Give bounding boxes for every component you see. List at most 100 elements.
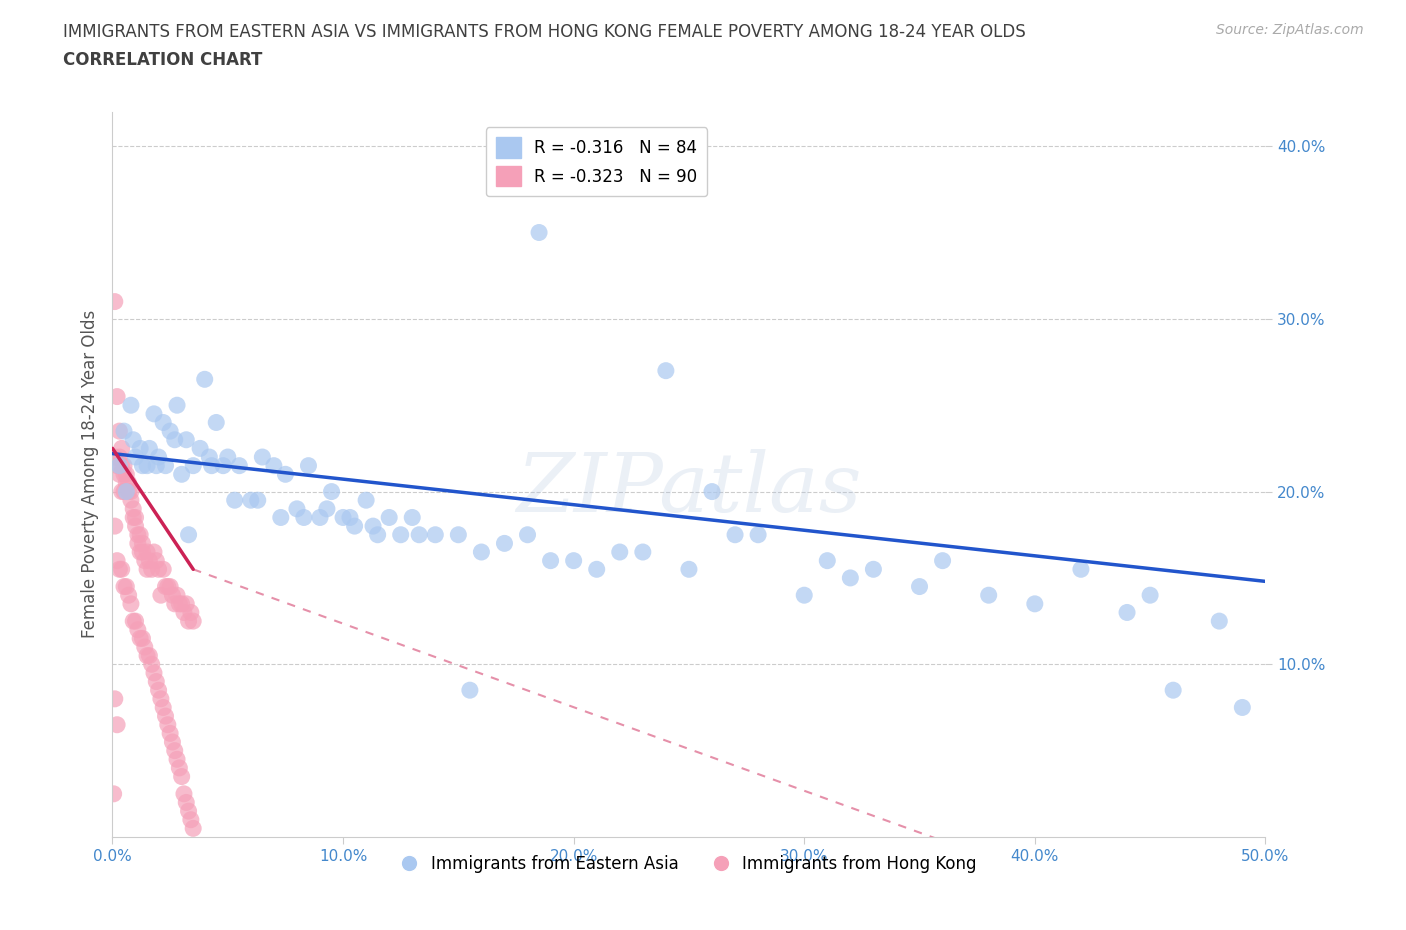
Point [108,562,131,577]
Point [112,485,135,499]
Legend: Immigrants from Eastern Asia, Immigrants from Hong Kong: Immigrants from Eastern Asia, Immigrants… [395,848,983,880]
Point [174,795,197,810]
Point [516,527,538,542]
Point [108,424,131,439]
Point [839,570,862,585]
Point [170,769,193,784]
Point [170,596,193,611]
Point [117,475,139,490]
Point [339,510,361,525]
Point [815,553,838,568]
Point [138,441,160,456]
Point [129,631,152,645]
Point [173,787,195,802]
Point [115,467,138,482]
Point [862,562,884,577]
Point [174,432,197,447]
Text: CORRELATION CHART: CORRELATION CHART [63,51,263,69]
Point [108,467,131,482]
Point [159,726,181,741]
Point [155,709,177,724]
Point [162,588,184,603]
Point [120,596,142,611]
Point [285,501,308,516]
Point [425,527,447,542]
Point [117,485,139,499]
Point [104,691,127,706]
Point [724,527,747,542]
Point [361,519,384,534]
Point [700,485,723,499]
Point [122,501,145,516]
Point [212,458,235,473]
Point [173,605,195,620]
Point [138,648,160,663]
Y-axis label: Female Poverty Among 18-24 Year Olds: Female Poverty Among 18-24 Year Olds [80,311,98,638]
Point [166,588,188,603]
Point [263,458,285,473]
Point [343,519,366,534]
Point [181,821,204,836]
Point [1070,562,1092,577]
Point [159,424,181,439]
Point [389,527,412,542]
Point [270,510,292,525]
Point [252,449,274,464]
Point [131,545,153,560]
Point [180,605,202,620]
Point [127,536,149,551]
Point [188,441,211,456]
Point [155,458,177,473]
Point [494,536,516,551]
Point [111,458,134,473]
Point [458,683,481,698]
Point [148,683,170,698]
Point [149,691,172,706]
Point [194,372,217,387]
Point [217,449,239,464]
Point [124,449,146,464]
Point [332,510,354,525]
Point [152,415,174,430]
Point [408,527,430,542]
Point [1139,588,1161,603]
Point [104,519,127,534]
Point [274,467,297,482]
Point [378,510,401,525]
Point [562,553,585,568]
Point [655,364,678,379]
Point [124,510,146,525]
Point [321,485,343,499]
Point [1208,614,1230,629]
Point [145,458,167,473]
Text: IMMIGRANTS FROM EASTERN ASIA VS IMMIGRANTS FROM HONG KONG FEMALE POVERTY AMONG 1: IMMIGRANTS FROM EASTERN ASIA VS IMMIGRAN… [63,23,1026,41]
Point [129,441,152,456]
Point [180,812,202,827]
Point [162,735,184,750]
Point [124,519,146,534]
Point [169,761,191,776]
Point [122,614,145,629]
Point [1116,605,1139,620]
Point [156,579,179,594]
Point [105,458,128,473]
Point [108,449,131,464]
Point [111,562,134,577]
Point [134,553,156,568]
Point [166,751,188,766]
Point [120,485,142,499]
Point [115,485,138,499]
Point [122,432,145,447]
Text: Source: ZipAtlas.com: Source: ZipAtlas.com [1216,23,1364,37]
Point [136,562,159,577]
Point [527,225,550,240]
Point [105,717,128,732]
Point [678,562,700,577]
Point [131,631,153,645]
Point [174,596,197,611]
Point [117,588,139,603]
Point [143,666,166,681]
Point [111,441,134,456]
Point [115,475,138,490]
Point [163,596,186,611]
